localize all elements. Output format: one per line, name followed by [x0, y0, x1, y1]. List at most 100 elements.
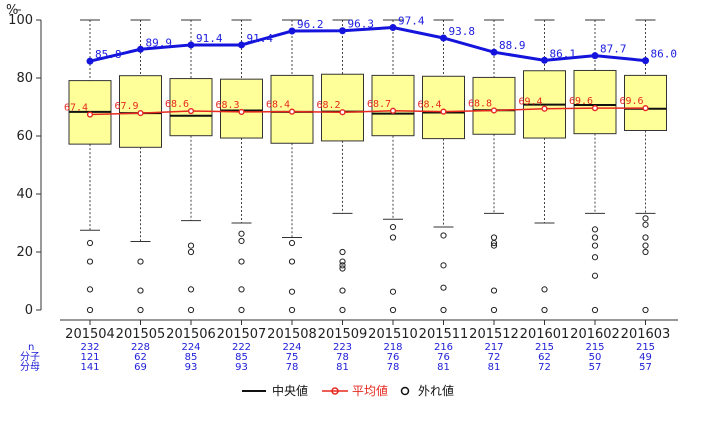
outlier-point [642, 234, 649, 241]
outlier-point [187, 242, 195, 249]
mean-point [137, 109, 144, 117]
box-rect [573, 69, 617, 135]
outlier-point [642, 242, 649, 249]
legend-median-label: 中央値 [272, 383, 308, 398]
outlier-point [288, 239, 296, 247]
outlier-point [339, 258, 346, 265]
count-den: 57 [639, 362, 652, 373]
blue-data-label: 93.8 [449, 25, 476, 38]
x-tick-label: 201508 [267, 327, 317, 342]
y-tick-label: 100 [8, 13, 33, 28]
outlier-point [389, 223, 397, 231]
count-n: 224 [181, 342, 200, 353]
count-num: 72 [488, 352, 501, 363]
blue-data-label: 85.8 [95, 48, 122, 61]
mean-point [288, 108, 296, 115]
box-rect [624, 74, 667, 131]
count-n: 215 [535, 342, 554, 353]
outlier-point [440, 306, 447, 314]
blue-point [642, 57, 649, 65]
outlier-point [187, 286, 195, 293]
count-n: 217 [484, 342, 503, 353]
count-den: 69 [134, 362, 147, 373]
outlier-point [238, 230, 245, 237]
outlier-point [541, 286, 548, 293]
outlier-point [288, 288, 296, 295]
outlier-point [591, 226, 599, 233]
blue-data-label: 97.4 [398, 15, 425, 28]
outlier-point [541, 306, 548, 314]
mean-data-label: 69.6 [620, 96, 644, 107]
outlier-point [86, 286, 94, 293]
box-rect [371, 74, 415, 137]
outlier-point [86, 239, 94, 247]
blue-data-label: 91.4 [247, 32, 274, 45]
box-201511 [422, 19, 465, 314]
blue-point [541, 56, 548, 64]
outlier-point [187, 248, 195, 256]
box-201509 [321, 19, 364, 314]
outlier-point [137, 306, 144, 314]
outlier-point [339, 265, 346, 272]
blue-data-label: 87.7 [600, 43, 627, 56]
count-num: 85 [185, 352, 198, 363]
x-tick-label: 201603 [621, 327, 671, 342]
outlier-point [591, 306, 599, 314]
outlier-point [86, 258, 94, 265]
x-tick-label: 201506 [166, 327, 216, 342]
box-201508 [270, 19, 314, 314]
y-ticks: 0 20 40 60 80 100 [8, 13, 41, 318]
y-tick-label: 40 [16, 187, 33, 202]
outlier-point [288, 258, 296, 265]
outlier-point [591, 242, 599, 249]
box-201603 [624, 19, 667, 314]
mean-data-label: 69.6 [569, 96, 593, 107]
mean-data-label: 69.4 [519, 97, 543, 108]
blue-series: 85.8 89.9 91.4 91.4 96.2 96.3 97.4 93.8 88.9 86.1… [86, 15, 677, 65]
x-tick-label: 201504 [65, 327, 115, 342]
blue-point [339, 27, 346, 35]
count-den: 93 [185, 362, 198, 373]
row-label-n: n [28, 342, 34, 353]
mean-data-label: 68.8 [468, 98, 492, 109]
mean-point [187, 107, 195, 115]
count-n: 216 [434, 342, 453, 353]
count-n: 215 [585, 342, 604, 353]
x-tick-label: 201505 [116, 327, 166, 342]
box-rect [220, 78, 263, 139]
outlier-point [490, 234, 498, 241]
y-tick-label: 60 [16, 129, 33, 144]
blue-point [591, 52, 599, 60]
outlier-point [389, 234, 397, 241]
blue-point [389, 24, 397, 32]
box-rect [321, 73, 364, 142]
mean-point [541, 105, 548, 112]
x-tick-label: 201601 [520, 327, 570, 342]
count-n: 223 [333, 342, 352, 353]
outlier-point [238, 286, 245, 293]
blue-point [137, 45, 144, 53]
mean-point [389, 107, 397, 114]
outlier-point [591, 254, 599, 261]
blue-point [86, 57, 94, 65]
outlier-point [339, 262, 346, 269]
blue-data-label: 88.9 [499, 39, 526, 52]
outlier-point [490, 287, 498, 294]
count-den: 81 [336, 362, 349, 373]
count-den: 81 [488, 362, 501, 373]
count-den: 78 [387, 362, 400, 373]
blue-point [288, 27, 296, 35]
outlier-point [440, 232, 447, 239]
x-tick-label: 201602 [570, 327, 620, 342]
outlier-point [187, 306, 195, 314]
blue-point [238, 41, 245, 49]
outlier-point [490, 239, 498, 247]
blue-data-label: 96.3 [348, 18, 375, 31]
mean-point [440, 108, 447, 115]
box-201505 [119, 19, 162, 314]
count-den: 72 [538, 362, 551, 373]
box-201601 [523, 19, 566, 314]
mean-series-line [89, 107, 646, 116]
row-label-denominator: 分母 [20, 361, 40, 373]
mean-data-label: 68.6 [165, 99, 189, 110]
